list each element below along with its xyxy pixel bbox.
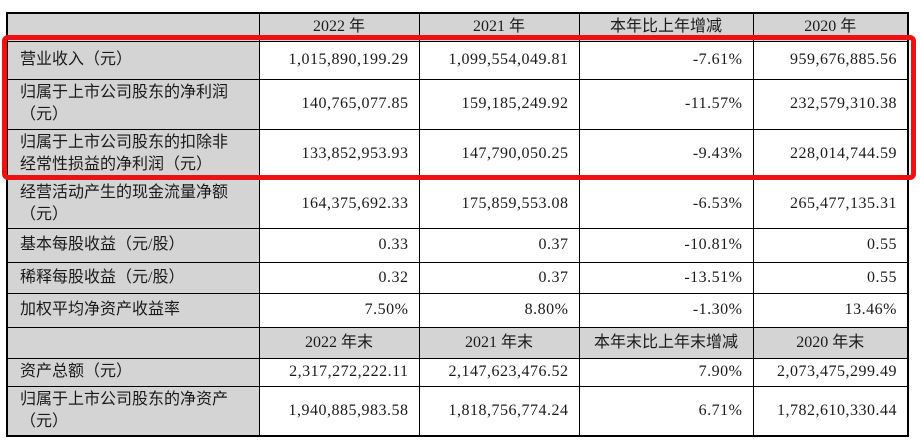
value-2022-cell: 1,015,890,199.29	[258, 40, 420, 80]
header-yearend-change: 本年末比上年末增减	[578, 326, 754, 359]
table-row-net-profit-excl-nonrecurring: 归属于上市公司股东的扣除非经常性损益的净利润（元） 133,852,953.93…	[6, 128, 909, 180]
value-change-cell: -11.57%	[578, 78, 754, 130]
value-change-cell: 6.71%	[578, 385, 754, 436]
header-blank-cell	[6, 326, 260, 359]
row-label-cell: 基本每股收益（元/股）	[6, 227, 260, 263]
header-blank-cell	[6, 12, 260, 42]
row-label-cell: 稀释每股收益（元/股）	[6, 261, 260, 294]
value-2022-cell: 133,852,953.93	[258, 128, 420, 180]
table-header-row-annual: 2022 年 2021 年 本年比上年增减 2020 年	[6, 12, 909, 42]
header-yoy-change: 本年比上年增减	[578, 12, 754, 42]
row-label-cell: 归属于上市公司股东的净利润（元）	[6, 78, 260, 130]
key-financials-table: 2022 年 2021 年 本年比上年增减 2020 年 营业收入（元） 1,0…	[6, 12, 909, 437]
table-header-row-yearend: 2022 年末 2021 年末 本年末比上年末增减 2020 年末	[6, 326, 909, 359]
table-row-diluted-eps: 稀释每股收益（元/股） 0.32 0.37 -13.51% 0.55	[6, 261, 909, 294]
table-row-net-profit: 归属于上市公司股东的净利润（元） 140,765,077.85 159,185,…	[6, 78, 909, 130]
value-change-cell: -1.30%	[578, 292, 754, 328]
value-2021-cell: 0.37	[418, 261, 580, 294]
table-row-net-assets: 归属于上市公司股东的净资产（元） 1,940,885,983.58 1,818,…	[6, 385, 909, 436]
row-label-cell: 归属于上市公司股东的扣除非经常性损益的净利润（元）	[6, 128, 260, 180]
value-2022-cell: 0.32	[258, 261, 420, 294]
value-change-cell: -6.53%	[578, 178, 754, 229]
value-2021-cell: 175,859,553.08	[418, 178, 580, 229]
value-2022-cell: 140,765,077.85	[258, 78, 420, 130]
header-2021: 2021 年	[418, 12, 580, 42]
header-2021-yearend: 2021 年末	[418, 326, 580, 359]
value-2021-cell: 1,818,756,774.24	[418, 385, 580, 436]
value-2022-cell: 2,317,272,222.11	[258, 357, 420, 387]
table-row-total-assets: 资产总额（元） 2,317,272,222.11 2,147,623,476.5…	[6, 357, 909, 387]
row-label-cell: 归属于上市公司股东的净资产（元）	[6, 385, 260, 436]
value-2020-cell: 228,014,744.59	[752, 128, 909, 180]
table-row-operating-cash-flow: 经营活动产生的现金流量净额（元） 164,375,692.33 175,859,…	[6, 178, 909, 229]
value-2020-cell: 1,782,610,330.44	[752, 385, 909, 436]
value-2021-cell: 2,147,623,476.52	[418, 357, 580, 387]
table-row-basic-eps: 基本每股收益（元/股） 0.33 0.37 -10.81% 0.55	[6, 227, 909, 263]
value-change-cell: -10.81%	[578, 227, 754, 263]
value-2020-cell: 232,579,310.38	[752, 78, 909, 130]
row-label-cell: 加权平均净资产收益率	[6, 292, 260, 328]
value-2022-cell: 164,375,692.33	[258, 178, 420, 229]
header-2020: 2020 年	[752, 12, 909, 42]
header-2022: 2022 年	[258, 12, 420, 42]
row-label-cell: 资产总额（元）	[6, 357, 260, 387]
row-label-cell: 营业收入（元）	[6, 40, 260, 80]
value-2021-cell: 159,185,249.92	[418, 78, 580, 130]
value-2022-cell: 7.50%	[258, 292, 420, 328]
value-2020-cell: 2,073,475,299.49	[752, 357, 909, 387]
value-2020-cell: 0.55	[752, 227, 909, 263]
header-2022-yearend: 2022 年末	[258, 326, 420, 359]
row-label-cell: 经营活动产生的现金流量净额（元）	[6, 178, 260, 229]
value-change-cell: -13.51%	[578, 261, 754, 294]
value-2020-cell: 265,477,135.31	[752, 178, 909, 229]
value-change-cell: 7.90%	[578, 357, 754, 387]
value-2022-cell: 0.33	[258, 227, 420, 263]
table-row-weighted-avg-roe: 加权平均净资产收益率 7.50% 8.80% -1.30% 13.46%	[6, 292, 909, 328]
value-2021-cell: 8.80%	[418, 292, 580, 328]
header-2020-yearend: 2020 年末	[752, 326, 909, 359]
value-2020-cell: 0.55	[752, 261, 909, 294]
value-2021-cell: 0.37	[418, 227, 580, 263]
value-2022-cell: 1,940,885,983.58	[258, 385, 420, 436]
value-2021-cell: 1,099,554,049.81	[418, 40, 580, 80]
value-2020-cell: 959,676,885.56	[752, 40, 909, 80]
value-change-cell: -7.61%	[578, 40, 754, 80]
value-2021-cell: 147,790,050.25	[418, 128, 580, 180]
value-change-cell: -9.43%	[578, 128, 754, 180]
value-2020-cell: 13.46%	[752, 292, 909, 328]
table-row-revenue: 营业收入（元） 1,015,890,199.29 1,099,554,049.8…	[6, 40, 909, 80]
